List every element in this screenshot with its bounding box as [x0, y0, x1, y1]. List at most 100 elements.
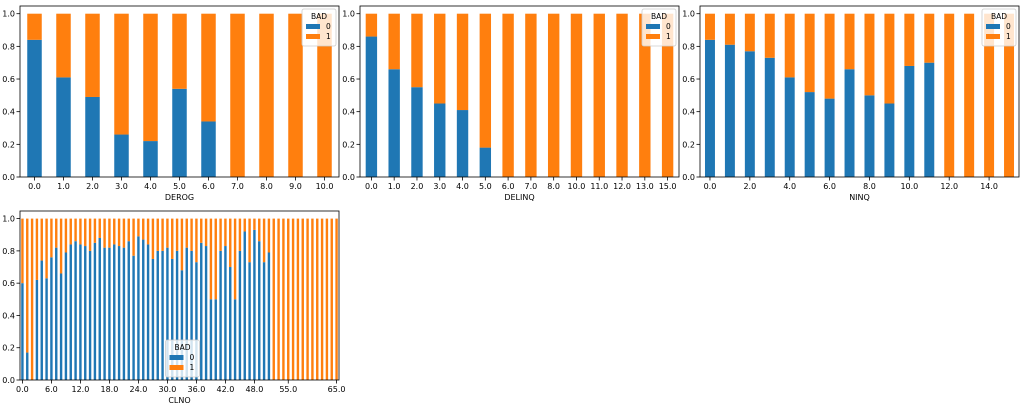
bar-bad1-50.0 — [262, 218, 266, 263]
bar-bad1-9.0 — [64, 218, 68, 253]
bar-bad0-45.0 — [238, 250, 242, 380]
bar-bad1-6.0 — [502, 13, 514, 177]
x-tick-label: 7.0 — [231, 182, 244, 191]
bar-bad0-32.0 — [175, 250, 179, 380]
bar-bad0-3.0 — [434, 103, 446, 177]
bar-bad1-0.0 — [21, 218, 24, 284]
legend-entry-1: 1 — [1006, 32, 1011, 41]
legend-swatch-bad0 — [986, 24, 1000, 29]
x-tick-label: 12.0 — [613, 182, 631, 191]
y-tick-label: 0.4 — [682, 108, 695, 117]
x-tick-label: 12.0 — [72, 385, 90, 394]
bar-bad0-8.0 — [59, 273, 63, 380]
bar-bad0-1.0 — [26, 352, 29, 380]
bar-bad0-5.0 — [479, 147, 492, 177]
bar-bad0-19.0 — [113, 244, 116, 380]
bar-bad1-3.0 — [434, 13, 446, 104]
bar-bad0-8.0 — [864, 95, 875, 177]
legend-swatch-bad1 — [169, 365, 184, 370]
legend-swatch-bad0 — [306, 24, 320, 29]
bar-bad0-10.0 — [904, 65, 915, 177]
bar-bad1-45.0 — [238, 218, 242, 251]
bar-bad1-56.0 — [291, 218, 295, 380]
bar-bad1-26.0 — [146, 218, 150, 245]
axes-frame — [19, 210, 340, 381]
bar-bad1-53.0 — [277, 218, 280, 380]
bar-bad1-0.0 — [704, 13, 715, 40]
bar-bad1-35.0 — [190, 218, 193, 251]
y-tick-label: 0.2 — [2, 140, 15, 149]
bar-bad1-5.0 — [45, 218, 48, 279]
y-tick-label: 0.0 — [682, 173, 695, 182]
bar-bad1-41.0 — [219, 218, 222, 251]
bar-bad1-64.0 — [330, 218, 333, 380]
x-tick-label: 12.0 — [940, 182, 958, 191]
x-tick-label: 4.0 — [783, 182, 796, 191]
bar-bad1-8.0 — [864, 13, 875, 96]
y-tick-label: 1.0 — [682, 10, 695, 19]
bar-bad1-12.0 — [616, 13, 628, 177]
bar-bad0-40.0 — [214, 299, 217, 380]
x-tick-label: 6.0 — [202, 182, 215, 191]
y-tick-label: 0.6 — [682, 75, 695, 84]
y-tick-label: 0.8 — [342, 42, 355, 51]
x-tick-label: 8.0 — [547, 182, 560, 191]
bar-bad1-13.0 — [639, 13, 651, 177]
bar-bad1-44.0 — [233, 218, 237, 300]
bar-bad0-5.0 — [45, 278, 48, 380]
x-tick-label: 2.0 — [743, 182, 756, 191]
bar-bad0-5.0 — [172, 88, 187, 177]
x-tick-label: 1.0 — [57, 182, 70, 191]
bar-bad1-17.0 — [1004, 13, 1015, 177]
bar-bad1-37.0 — [200, 218, 203, 243]
bar-bad1-1.0 — [388, 13, 400, 70]
bar-bad1-15.0 — [93, 218, 97, 243]
x-tick-label: 8.0 — [863, 182, 876, 191]
bar-bad1-14.0 — [984, 13, 995, 177]
plot-area — [360, 6, 679, 177]
bar-bad0-4.0 — [40, 260, 43, 380]
bar-bad1-40.0 — [214, 218, 217, 300]
bar-bad1-16.0 — [98, 218, 101, 238]
bar-bad1-63.0 — [325, 218, 329, 380]
x-tick-label: 42.0 — [217, 385, 235, 394]
bar-bad0-36.0 — [195, 262, 198, 380]
y-tick-label: 0.8 — [682, 42, 695, 51]
x-tick-label: 30.0 — [159, 385, 177, 394]
bar-bad1-22.0 — [127, 218, 130, 242]
bar-bad1-7.0 — [844, 13, 855, 70]
bar-bad0-4.0 — [784, 77, 795, 177]
bar-bad0-12.0 — [79, 244, 82, 380]
bar-bad1-7.0 — [55, 218, 58, 248]
bar-bad1-31.0 — [171, 218, 174, 259]
x-tick-label: 55.0 — [279, 385, 297, 394]
x-tick-label: 1.0 — [388, 182, 401, 191]
bar-bad1-46.0 — [243, 218, 246, 232]
x-tick-label: 11.0 — [590, 182, 608, 191]
bar-bad1-39.0 — [209, 218, 213, 300]
bar-bad1-1.0 — [26, 218, 29, 353]
bar-bad1-48.0 — [253, 218, 256, 230]
bar-bad0-9.0 — [884, 103, 895, 177]
bar-bad0-24.0 — [137, 236, 140, 380]
bar-bad0-50.0 — [262, 262, 266, 380]
x-axis-label: NINQ — [849, 193, 870, 202]
bar-bad1-61.0 — [316, 218, 319, 380]
legend-entry-1: 1 — [326, 32, 331, 41]
bar-bad0-3.0 — [114, 134, 129, 177]
bar-bad1-4.0 — [784, 13, 795, 78]
bar-bad1-1.0 — [56, 13, 71, 78]
x-tick-label: 4.0 — [144, 182, 157, 191]
bar-bad0-1.0 — [724, 44, 735, 178]
x-tick-label: 2.0 — [86, 182, 99, 191]
bar-bad1-2.0 — [30, 218, 34, 380]
x-axis-label: DEROG — [165, 193, 194, 202]
bar-bad1-9.0 — [884, 13, 895, 104]
bar-bad0-31.0 — [171, 258, 174, 380]
bar-bad1-29.0 — [161, 218, 164, 251]
legend-swatch-bad1 — [986, 34, 1000, 39]
bar-bad1-6.0 — [824, 13, 835, 99]
bar-bad1-25.0 — [142, 218, 145, 240]
